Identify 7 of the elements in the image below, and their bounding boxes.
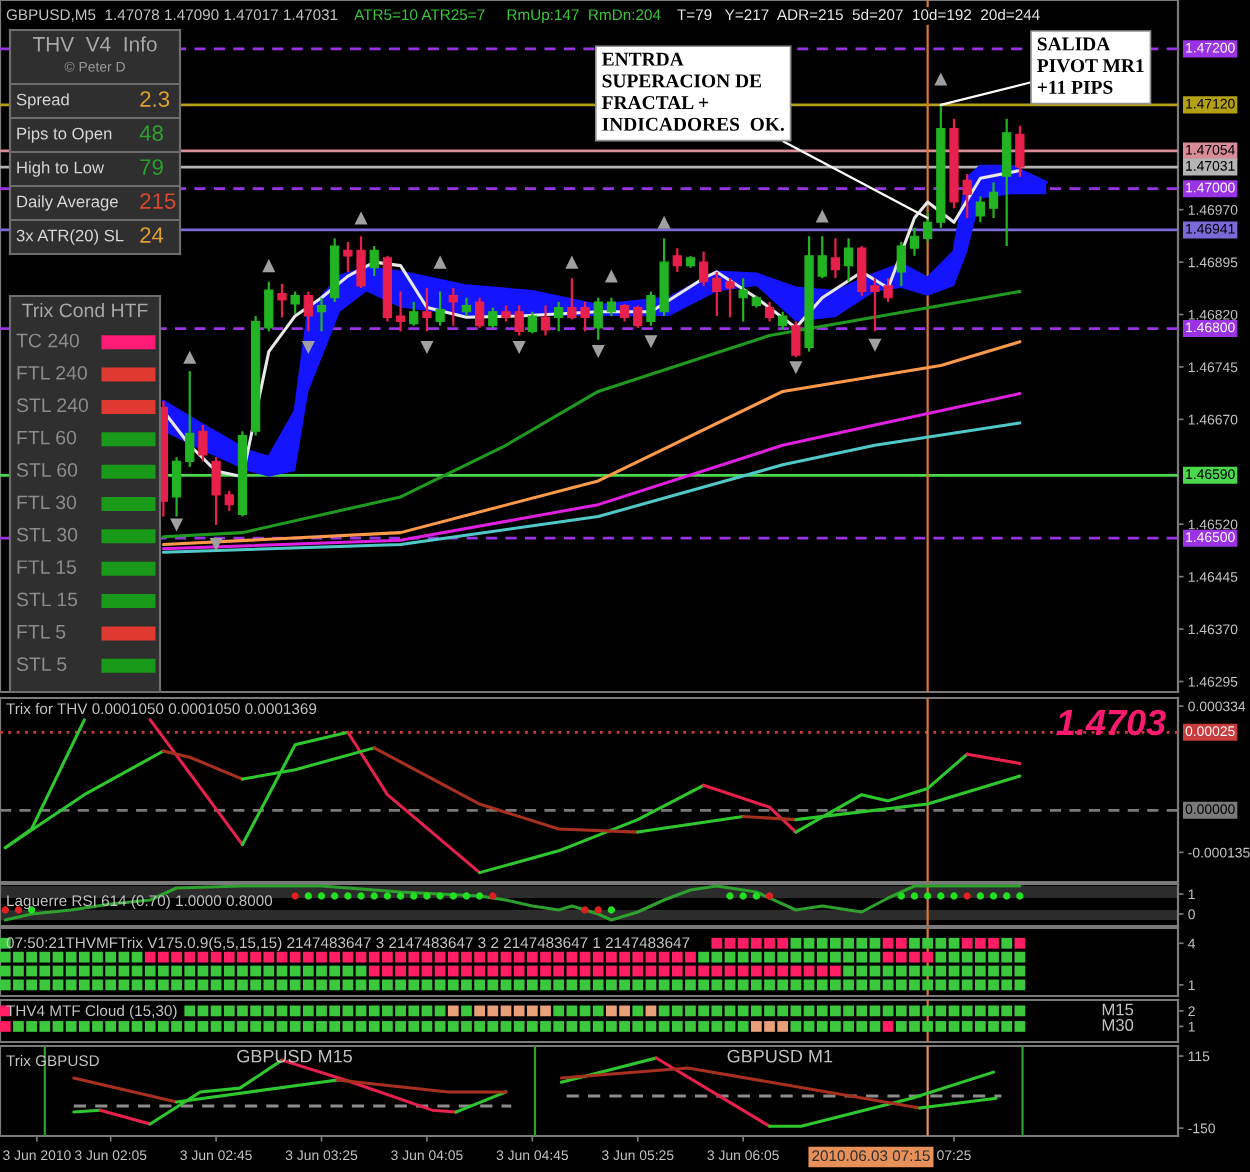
text: M30	[1102, 1019, 1134, 1031]
annotation: GBPUSD M15	[237, 1049, 352, 1063]
text: M15	[1102, 1003, 1134, 1016]
annotation: ENTRDA SUPERACION DE FRACTAL + INDICADORES OK.	[601, 52, 784, 131]
annotation: SALIDA PIVOT MR1 +11 PIPS	[1037, 37, 1144, 94]
annotation: 1.4703	[1056, 709, 1166, 736]
annotation: GBPUSD M1	[727, 1049, 833, 1063]
